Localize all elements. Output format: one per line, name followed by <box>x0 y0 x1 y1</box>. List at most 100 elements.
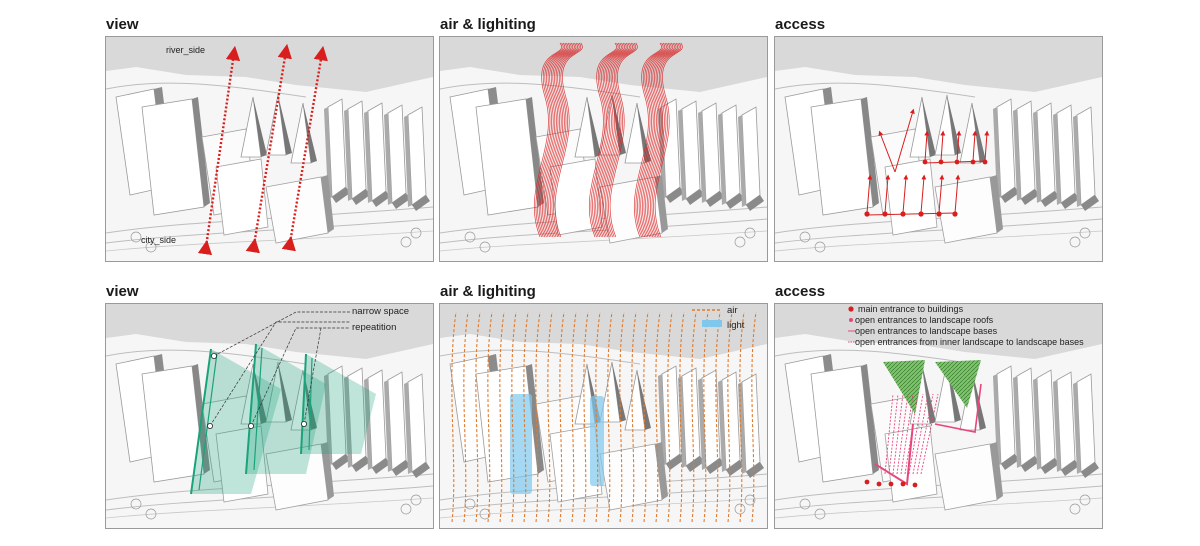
air-stream <box>588 42 617 238</box>
building-shadow <box>404 382 412 474</box>
tree-icon <box>799 498 811 510</box>
building-shadow <box>384 380 392 472</box>
entrance-line <box>896 393 909 475</box>
leader-dot <box>207 423 214 430</box>
building-shadow <box>404 115 412 207</box>
tree-icon <box>734 503 746 515</box>
building-shadow <box>698 378 706 470</box>
street-line <box>775 218 1102 244</box>
access-node <box>952 211 958 217</box>
air-stream <box>590 42 619 238</box>
building-shadow <box>990 175 1003 233</box>
tree-icon <box>1079 227 1091 239</box>
entrance-line <box>934 383 982 433</box>
river-area <box>775 37 1102 92</box>
diagram-panel-access-2 <box>774 303 1103 529</box>
air-line <box>751 311 757 523</box>
air-line <box>451 311 457 523</box>
tree-icon <box>1069 236 1081 248</box>
site-plan <box>775 37 1102 253</box>
air-stream <box>654 42 683 238</box>
air-stream <box>637 42 666 238</box>
street-line <box>106 497 433 519</box>
view-edge <box>198 352 218 491</box>
panel-title-air-1: air & lighiting <box>440 16 536 33</box>
access-arrow <box>920 174 927 214</box>
access-arrow <box>924 130 930 162</box>
building-shadow <box>666 454 684 470</box>
access-node <box>938 159 944 165</box>
entrance-line <box>904 393 919 475</box>
leader-dot <box>300 421 307 428</box>
diagram-svg <box>440 37 767 253</box>
legend-main-entrance-label: main entrance to buildings <box>858 304 964 314</box>
diagram-panel-access-1 <box>774 36 1103 262</box>
air-line <box>607 311 613 523</box>
building <box>934 443 998 511</box>
building-shadow <box>612 362 626 422</box>
air-stream <box>648 42 677 238</box>
air-stream <box>537 42 566 238</box>
building-shadow <box>993 107 1001 199</box>
building-shadow <box>993 374 1001 466</box>
air-stream <box>535 42 564 238</box>
label-narrow-space: narrow space <box>352 306 410 317</box>
view-wedges <box>190 311 376 495</box>
building-shadow <box>321 442 334 500</box>
air-line <box>739 311 745 523</box>
entrance-line <box>920 393 939 475</box>
building-shadow <box>253 364 267 424</box>
air-line <box>643 311 649 523</box>
air-stream <box>540 42 569 238</box>
label-repeatition: repeatition <box>352 322 397 333</box>
access-arrow <box>894 108 915 173</box>
river-area <box>440 37 767 92</box>
building-shadow <box>666 187 684 203</box>
air-stream <box>545 42 574 238</box>
entrance-line <box>892 393 904 475</box>
building-shadow <box>861 97 879 207</box>
building-shadow <box>392 193 410 209</box>
tree-icon <box>400 236 412 248</box>
air-stream <box>604 42 633 238</box>
leader-dot <box>247 423 254 430</box>
legend-landscape-bases-label: open entrances to landscape bases <box>855 326 998 336</box>
legend-air-label: air <box>727 305 738 316</box>
diagram-svg <box>775 37 1102 253</box>
view-arrow <box>281 45 328 252</box>
entrance-line <box>916 393 934 475</box>
tree-icon <box>130 498 142 510</box>
street-line <box>775 349 976 365</box>
building-shadow <box>706 458 724 474</box>
light-band <box>510 394 532 494</box>
air-line <box>619 311 625 523</box>
view-edge <box>308 357 313 451</box>
building-shadow <box>746 462 764 478</box>
access-node <box>922 159 928 165</box>
air-line <box>559 311 565 523</box>
building-shadow <box>686 456 704 472</box>
air-stream <box>633 42 662 238</box>
access-node <box>882 211 888 217</box>
air-stream <box>548 42 577 238</box>
legend-landscape-roofs-label: open entrances to landscape roofs <box>855 315 994 325</box>
street-line <box>440 218 767 244</box>
building-shadow <box>1021 189 1039 205</box>
air-stream <box>551 42 580 238</box>
panel-title-view-2: view <box>106 283 139 300</box>
tree-icon <box>479 241 491 253</box>
river-area <box>775 304 1102 359</box>
access-arrow <box>902 174 909 214</box>
building-shadow <box>303 370 317 430</box>
landscape-roof <box>935 360 981 408</box>
air-line <box>679 311 685 523</box>
building-shadow <box>352 456 370 472</box>
building-shadow <box>364 111 372 203</box>
access-node <box>936 211 942 217</box>
building <box>884 158 938 236</box>
building-shadow <box>947 95 961 155</box>
leader-dot <box>211 353 218 360</box>
street-line <box>775 497 1102 519</box>
site-plan <box>775 304 1102 520</box>
street-line <box>775 82 976 98</box>
